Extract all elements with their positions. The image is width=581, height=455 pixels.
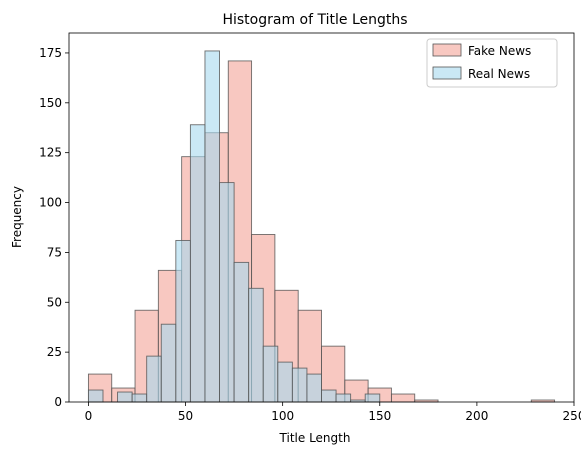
plot-frame — [68, 32, 575, 403]
y-tick-label: 125 — [39, 146, 62, 160]
fake-news-bars — [87, 60, 556, 403]
legend-swatch-real-news — [432, 66, 462, 80]
real-news-bar — [364, 393, 381, 403]
y-tick-label: 75 — [47, 245, 62, 259]
x-axis-ticks: 0 50 100 150 200 250 — [85, 402, 581, 423]
real-news-bar — [131, 393, 148, 403]
real-news-bar — [335, 393, 352, 403]
y-tick-label: 150 — [39, 96, 62, 110]
real-news-bar — [146, 355, 162, 403]
real-news-bar — [219, 182, 235, 403]
legend: Fake News Real News — [426, 38, 558, 88]
y-axis-ticks: 0 25 50 75 100 125 150 175 — [39, 46, 69, 409]
legend-label-fake-news: Fake News — [468, 44, 531, 58]
real-news-bar — [87, 389, 104, 403]
y-tick-label: 0 — [54, 395, 62, 409]
x-tick-label: 250 — [563, 409, 581, 423]
real-news-bar — [160, 323, 177, 403]
real-news-bar — [321, 389, 337, 403]
legend-label-real-news: Real News — [468, 67, 530, 81]
real-news-bar — [248, 287, 264, 403]
x-tick-label: 0 — [85, 409, 93, 423]
x-tick-label: 200 — [465, 409, 488, 423]
real-news-bars — [87, 50, 381, 403]
y-axis-label: Frequency — [10, 186, 24, 248]
real-news-bar — [233, 261, 250, 403]
y-tick-label: 175 — [39, 46, 62, 60]
real-news-bar — [262, 345, 279, 403]
legend-swatch-fake-news — [432, 43, 462, 57]
real-news-bar — [117, 391, 133, 403]
x-tick-label: 150 — [368, 409, 391, 423]
real-news-bar — [306, 373, 322, 403]
fake-news-bar — [390, 393, 416, 403]
real-news-bar — [291, 367, 308, 403]
x-tick-label: 100 — [271, 409, 294, 423]
real-news-bar — [189, 124, 206, 403]
chart-title: Histogram of Title Lengths — [222, 12, 407, 28]
y-tick-label: 100 — [39, 196, 62, 210]
y-tick-label: 50 — [47, 295, 62, 309]
y-tick-label: 25 — [47, 345, 62, 359]
x-tick-label: 50 — [178, 409, 193, 423]
real-news-bar — [175, 239, 191, 403]
real-news-bar — [277, 361, 293, 403]
real-news-bar — [204, 50, 220, 403]
x-axis-label: Title Length — [279, 431, 351, 445]
